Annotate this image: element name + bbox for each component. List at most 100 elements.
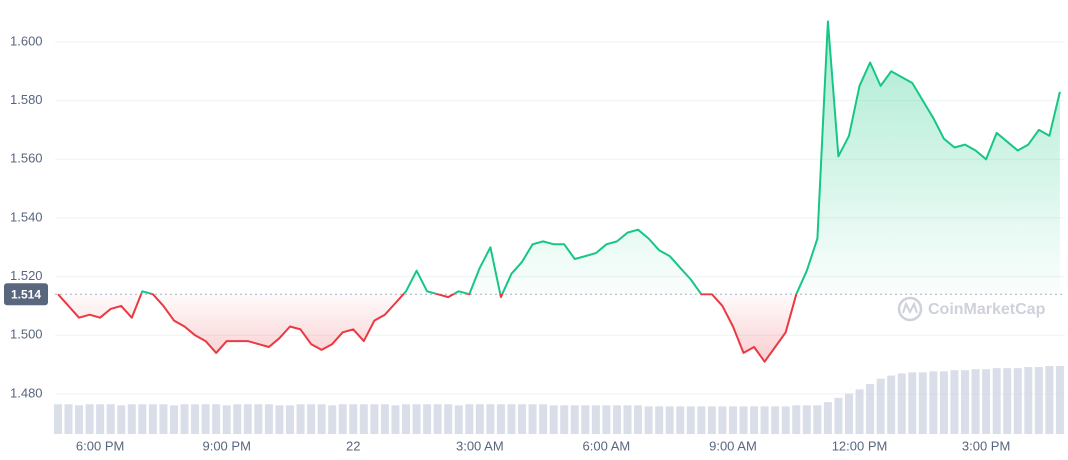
volume-bar (823, 402, 832, 434)
volume-bar (844, 393, 853, 434)
volume-bar (802, 405, 811, 434)
volume-bar (707, 406, 716, 434)
volume-bar (275, 405, 284, 434)
y-tick-label: 1.580 (10, 92, 43, 107)
volume-bar (897, 373, 906, 434)
volume-bar (792, 405, 801, 434)
x-tick-label: 9:00 AM (709, 438, 757, 453)
volume-bar (475, 404, 484, 434)
y-tick-label: 1.480 (10, 385, 43, 400)
volume-bar (169, 405, 178, 434)
volume-bar (781, 406, 790, 434)
volume-bar (760, 406, 769, 434)
volume-bar (465, 404, 474, 434)
volume-bar (697, 406, 706, 434)
volume-bar (992, 368, 1001, 434)
volume-bar (750, 406, 759, 434)
volume-bar (159, 404, 168, 434)
volume-bar (866, 384, 875, 434)
volume-bar (507, 404, 516, 434)
volume-bar (53, 404, 62, 434)
volume-bar (328, 405, 337, 434)
volume-bar (518, 404, 527, 434)
volume-bar (423, 404, 432, 434)
watermark-logo-mark (902, 301, 918, 315)
volume-bar (212, 404, 221, 434)
volume-bar (634, 405, 643, 434)
volume-bar (243, 404, 252, 434)
volume-bar (454, 405, 463, 434)
volume-bar (813, 405, 822, 434)
volume-bar (982, 369, 991, 434)
volume-bar (665, 406, 674, 434)
watermark-text: CoinMarketCap (928, 301, 1046, 318)
volume-bar (855, 389, 864, 434)
x-tick-label: 6:00 PM (76, 438, 124, 453)
volume-bar (686, 406, 695, 434)
volume-bar (612, 405, 621, 434)
volume-bar (1034, 367, 1043, 434)
volume-bar (391, 405, 400, 434)
x-tick-label: 3:00 PM (962, 438, 1010, 453)
volume-bar (201, 404, 210, 434)
volume-bar (117, 405, 126, 434)
volume-bar (939, 371, 948, 434)
volume-bar (718, 406, 727, 434)
y-tick-label: 1.540 (10, 209, 43, 224)
volume-bar (1003, 368, 1012, 434)
volume-bar (771, 406, 780, 434)
volume-bar (285, 405, 294, 434)
volume-bar (264, 404, 273, 434)
volume-bar (370, 404, 379, 434)
volume-bar (602, 405, 611, 434)
volume-bar (180, 404, 189, 434)
volume-bar (918, 372, 927, 434)
volume-bar (539, 404, 548, 434)
volume-bar (85, 404, 94, 434)
volume-bar (876, 378, 885, 434)
x-tick-label: 3:00 AM (456, 438, 504, 453)
watermark-logo (897, 296, 923, 322)
volume-bar (338, 404, 347, 434)
volume-bar (412, 404, 421, 434)
area-fill (58, 21, 1060, 362)
volume-bar (191, 404, 200, 434)
volume-bar (929, 371, 938, 434)
volume-bar (127, 404, 136, 434)
baseline-label: 1.514 (11, 287, 41, 301)
volume-bar (486, 404, 495, 434)
volume-bar (307, 404, 316, 434)
volume-bar (971, 369, 980, 434)
x-tick-label: 12:00 PM (832, 438, 888, 453)
volume-bar (349, 404, 358, 434)
volume-bar (380, 404, 389, 434)
volume-bar (296, 404, 305, 434)
volume-bar (549, 405, 558, 434)
x-tick-label: 22 (346, 438, 360, 453)
volume-bar (96, 404, 105, 434)
volume-bar (950, 370, 959, 434)
y-tick-label: 1.560 (10, 151, 43, 166)
volume-bar (444, 404, 453, 434)
volume-bar (623, 405, 632, 434)
volume-bar (528, 404, 537, 434)
volume-bar (834, 397, 843, 434)
volume-bar (496, 404, 505, 434)
volume-bar (64, 404, 73, 434)
x-tick-label: 9:00 PM (202, 438, 250, 453)
watermark: CoinMarketCap (897, 296, 1046, 322)
y-tick-label: 1.600 (10, 33, 43, 48)
volume-bar (75, 405, 84, 434)
x-tick-label: 6:00 AM (583, 438, 631, 453)
volume-bar (961, 370, 970, 434)
y-tick-label: 1.520 (10, 268, 43, 283)
volume-bar (1024, 367, 1033, 434)
volume-bar (254, 404, 263, 434)
volume-bar (106, 404, 115, 434)
y-tick-label: 1.500 (10, 327, 43, 342)
volume-bar (1013, 368, 1022, 434)
volume-bar (1045, 366, 1054, 434)
volume-bar (728, 406, 737, 434)
